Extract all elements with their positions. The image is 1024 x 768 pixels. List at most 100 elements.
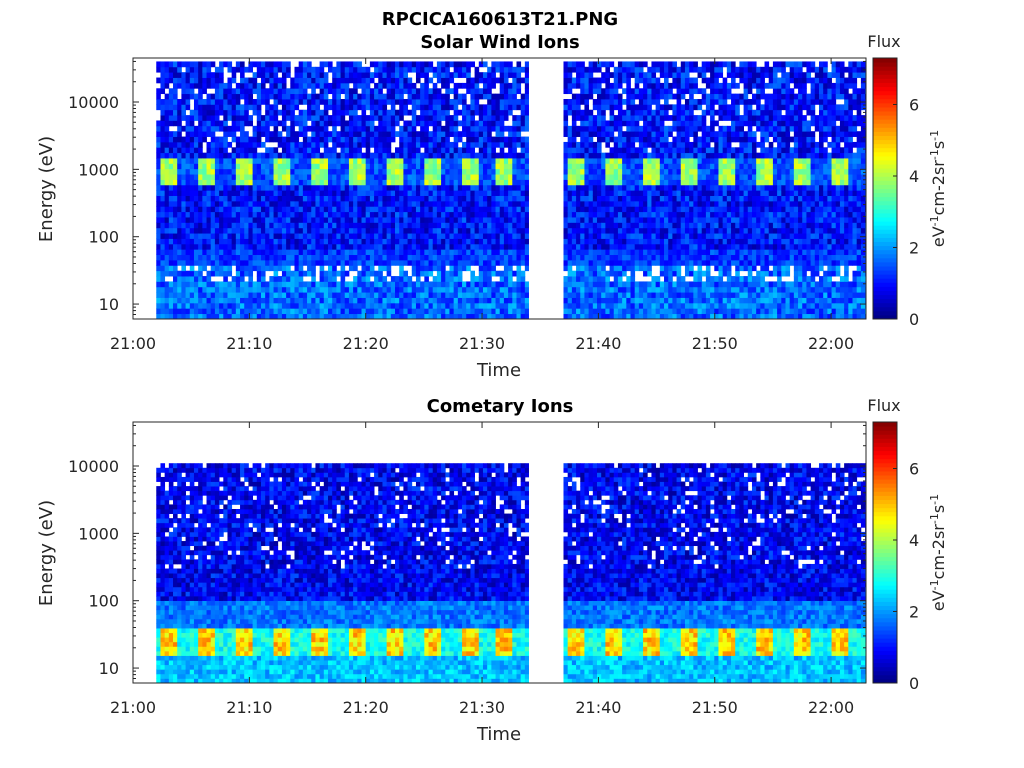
heatmap-cell: [643, 163, 648, 170]
heatmap-cell: [470, 179, 475, 186]
heatmap-cell: [495, 297, 501, 304]
heatmap-cell: [576, 233, 581, 239]
heatmap-cell: [265, 206, 270, 213]
heatmap-cell: [420, 131, 425, 137]
heatmap-cell: [613, 200, 619, 207]
heatmap-cell: [436, 147, 442, 154]
heatmap-cell: [328, 292, 333, 298]
heatmap-cell: [466, 120, 471, 127]
heatmap-cell: [348, 120, 354, 127]
heatmap-cell: [323, 120, 329, 127]
heatmap-cell: [177, 195, 182, 202]
heatmap-cell: [340, 184, 346, 191]
heatmap-cell: [622, 72, 627, 78]
heatmap-cell: [173, 292, 178, 298]
heatmap-cell: [156, 147, 161, 154]
heatmap-cell: [160, 227, 166, 234]
heatmap-cell: [445, 222, 450, 229]
heatmap-cell: [491, 152, 496, 159]
heatmap-cell: [478, 243, 484, 250]
heatmap-cell: [520, 136, 526, 143]
heatmap-cell: [302, 88, 308, 95]
heatmap-cell: [185, 238, 191, 245]
heatmap-cell: [286, 147, 291, 154]
heatmap-cell: [495, 141, 501, 148]
heatmap-cell: [601, 313, 606, 320]
heatmap-cell: [441, 308, 446, 315]
heatmap-cell: [357, 308, 362, 315]
heatmap-cell: [453, 174, 459, 180]
heatmap-cell: [252, 184, 258, 191]
heatmap-cell: [597, 297, 602, 304]
heatmap-cell: [584, 238, 590, 245]
heatmap-cell: [227, 286, 233, 293]
heatmap-cell: [403, 66, 408, 73]
heatmap-cell: [181, 184, 186, 191]
heatmap-cell: [311, 184, 316, 191]
heatmap-cell: [219, 120, 224, 127]
heatmap-cell: [328, 190, 333, 196]
heatmap-cell: [630, 297, 636, 304]
heatmap-cell: [382, 179, 388, 186]
heatmap-cell: [332, 270, 337, 277]
heatmap-cell: [617, 227, 623, 234]
heatmap-cell: [436, 88, 442, 95]
heatmap-cell: [277, 93, 283, 100]
heatmap-cell: [231, 217, 237, 223]
heatmap-cell: [424, 104, 429, 111]
heatmap-cell: [328, 163, 333, 170]
heatmap-cell: [348, 77, 354, 84]
heatmap-cell: [302, 82, 308, 89]
heatmap-cell: [286, 227, 291, 234]
heatmap-cell: [210, 211, 216, 218]
heatmap-cell: [432, 115, 438, 121]
heatmap-cell: [588, 147, 594, 154]
heatmap-cell: [361, 88, 367, 95]
heatmap-cell: [617, 158, 623, 164]
heatmap-cell: [323, 184, 329, 191]
heatmap-cell: [298, 115, 304, 121]
heatmap-cell: [499, 125, 505, 132]
heatmap-cell: [466, 72, 471, 78]
heatmap-cell: [260, 61, 266, 68]
heatmap-cell: [374, 233, 379, 239]
heatmap-cell: [580, 302, 585, 309]
heatmap-cell: [580, 206, 585, 213]
heatmap-cell: [609, 308, 615, 315]
heatmap-cell: [432, 66, 438, 73]
heatmap-cell: [567, 158, 573, 164]
heatmap-cell: [348, 184, 354, 191]
heatmap-cell: [332, 195, 337, 202]
heatmap-cell: [260, 158, 266, 164]
heatmap-cell: [198, 265, 203, 272]
heatmap-cell: [634, 308, 640, 315]
heatmap-cell: [576, 163, 581, 170]
heatmap-cell: [432, 308, 438, 315]
heatmap-cell: [576, 72, 581, 78]
heatmap-cell: [491, 77, 496, 84]
heatmap-cell: [311, 243, 316, 250]
heatmap-cell: [382, 152, 388, 159]
heatmap-cell: [424, 313, 429, 320]
heatmap-cell: [160, 109, 166, 116]
heatmap-cell: [651, 217, 657, 223]
heatmap-cell: [328, 115, 333, 121]
heatmap-cell: [382, 77, 388, 84]
heatmap-cell: [482, 88, 488, 95]
heatmap-cell: [231, 190, 237, 196]
heatmap-cell: [332, 243, 337, 250]
heatmap-cell: [499, 313, 505, 320]
heatmap-cell: [311, 66, 316, 73]
heatmap-cell: [592, 131, 598, 137]
heatmap-cell: [609, 93, 615, 100]
heatmap-cell: [340, 254, 346, 261]
heatmap-cell: [626, 93, 631, 100]
heatmap-cell: [617, 297, 623, 304]
heatmap-cell: [424, 136, 429, 143]
heatmap-cell: [378, 211, 383, 218]
heatmap-cell: [428, 308, 434, 315]
heatmap-cell: [470, 131, 475, 137]
heatmap-cell: [256, 211, 262, 218]
heatmap-cell: [516, 286, 522, 293]
heatmap-cell: [503, 72, 509, 78]
